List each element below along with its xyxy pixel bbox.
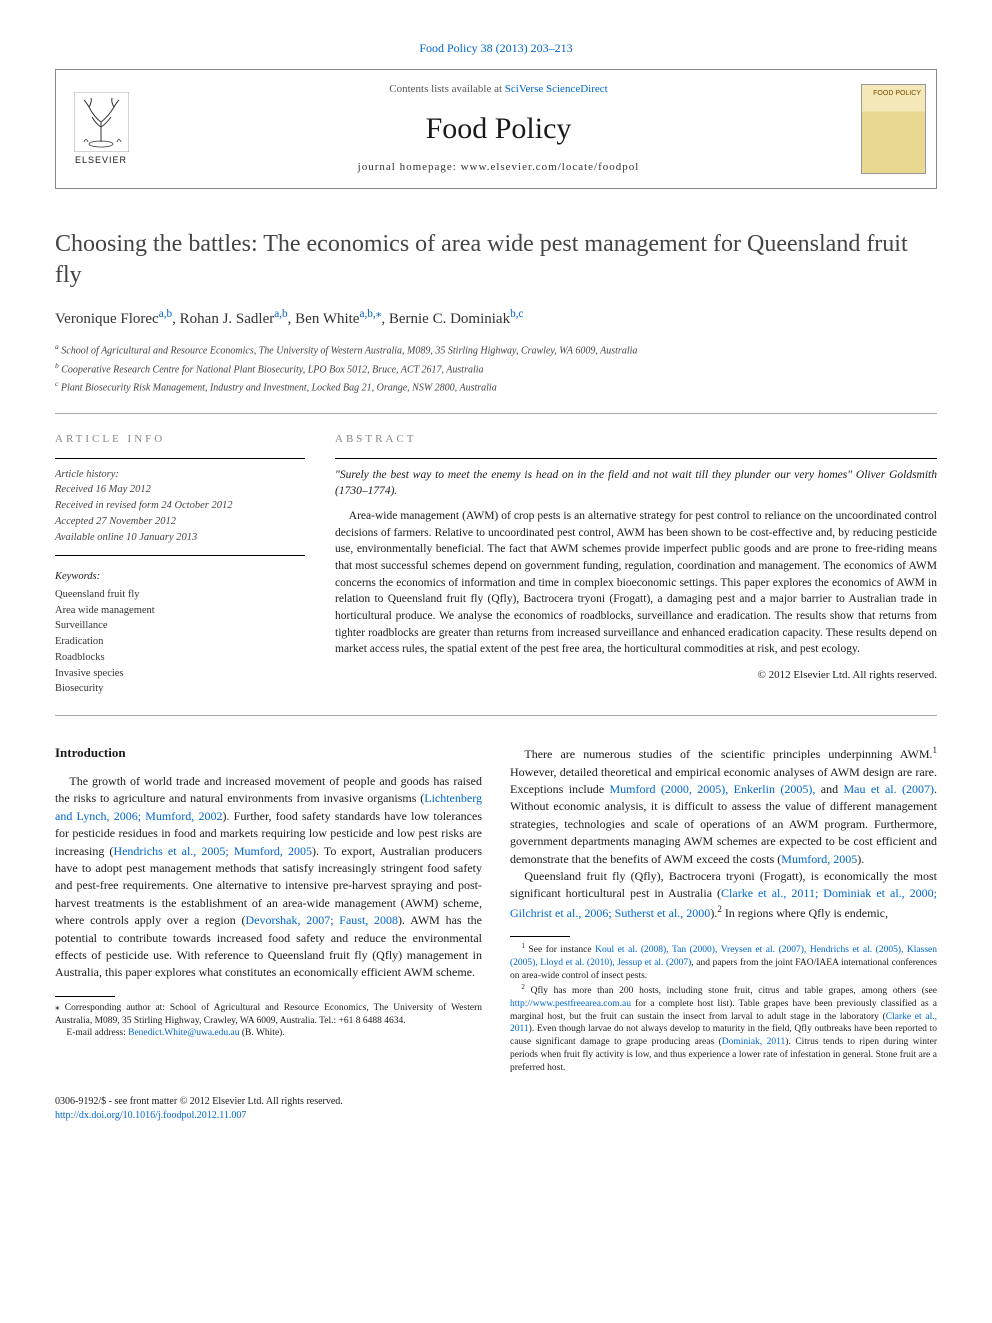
elsevier-tree-icon bbox=[74, 92, 129, 152]
author-affil-sup: b,c bbox=[510, 308, 523, 320]
contents-line: Contents lists available at SciVerse Sci… bbox=[389, 82, 607, 97]
author-name: Veronique Florec bbox=[55, 311, 159, 327]
author-name: Bernie C. Dominiak bbox=[389, 311, 510, 327]
body-columns: Introduction The growth of world trade a… bbox=[55, 744, 937, 1074]
author-affil-sup: a,b bbox=[159, 308, 172, 320]
elsevier-logo: ELSEVIER bbox=[56, 70, 146, 188]
intro-para-1: The growth of world trade and increased … bbox=[55, 773, 482, 982]
keyword: Biosecurity bbox=[55, 681, 305, 697]
author-affil-sup: a,b,⁎ bbox=[359, 308, 381, 320]
intro-heading: Introduction bbox=[55, 744, 482, 763]
keyword: Surveillance bbox=[55, 618, 305, 634]
keywords-label: Keywords: bbox=[55, 570, 305, 585]
affiliation-b: b Cooperative Research Centre for Nation… bbox=[55, 361, 937, 377]
doi-link[interactable]: http://dx.doi.org/10.1016/j.foodpol.2012… bbox=[55, 1110, 246, 1121]
history-accepted: Accepted 27 November 2012 bbox=[55, 514, 305, 530]
citation-link[interactable]: Devorshak, 2007; Faust, 2008 bbox=[245, 913, 398, 927]
keyword: Queensland fruit fly bbox=[55, 587, 305, 603]
abstract-body: Area-wide management (AWM) of crop pests… bbox=[335, 508, 937, 658]
author-name: Rohan J. Sadler bbox=[180, 311, 275, 327]
citation-link[interactable]: Hendrichs et al., 2005; Mumford, 2005 bbox=[113, 844, 312, 858]
abstract-quote: "Surely the best way to meet the enemy i… bbox=[335, 467, 937, 500]
author-2: Rohan J. Sadlera,b bbox=[180, 311, 288, 327]
footnote-marker-1[interactable]: 1 bbox=[933, 745, 938, 755]
footnote-rule-right bbox=[510, 936, 570, 937]
email-footnote: E-mail address: Benedict.White@uwa.edu.a… bbox=[55, 1027, 482, 1040]
footnote-rule-left bbox=[55, 996, 115, 997]
author-4: Bernie C. Dominiakb,c bbox=[389, 311, 524, 327]
page-footer: 0306-9192/$ - see front matter © 2012 El… bbox=[55, 1095, 937, 1123]
authors-list: Veronique Floreca,b, Rohan J. Sadlera,b,… bbox=[55, 307, 937, 330]
cover-image: FOOD POLICY bbox=[861, 84, 926, 174]
abstract-label: ABSTRACT bbox=[335, 432, 937, 447]
author-name: Ben White bbox=[295, 311, 359, 327]
citation-link[interactable]: Mau et al. (2007) bbox=[844, 782, 935, 796]
footnote-1: 1 See for instance Koul et al. (2008), T… bbox=[510, 942, 937, 983]
abstract-column: ABSTRACT "Surely the best way to meet th… bbox=[335, 432, 937, 697]
history-label: Article history: bbox=[55, 467, 305, 483]
journal-name: Food Policy bbox=[426, 108, 572, 150]
intro-para-2: There are numerous studies of the scient… bbox=[510, 744, 937, 868]
cover-thumbnail: FOOD POLICY bbox=[851, 70, 936, 188]
journal-header: ELSEVIER Contents lists available at Sci… bbox=[55, 69, 937, 189]
citation-link[interactable]: Mumford, 2005 bbox=[781, 852, 857, 866]
contents-prefix: Contents lists available at bbox=[389, 83, 504, 95]
email-link[interactable]: Benedict.White@uwa.edu.au bbox=[128, 1028, 239, 1038]
keyword: Eradication bbox=[55, 634, 305, 650]
affiliation-a: a School of Agricultural and Resource Ec… bbox=[55, 342, 937, 358]
author-1: Veronique Floreca,b bbox=[55, 311, 172, 327]
elsevier-text: ELSEVIER bbox=[75, 154, 127, 167]
article-info-column: ARTICLE INFO Article history: Received 1… bbox=[55, 432, 305, 697]
corresponding-marker[interactable]: ⁎ bbox=[376, 308, 382, 320]
corresponding-footnote: ⁎ Corresponding author at: School of Agr… bbox=[55, 1002, 482, 1028]
history-received: Received 16 May 2012 bbox=[55, 482, 305, 498]
intro-para-3: Queensland fruit fly (Qfly), Bactrocera … bbox=[510, 868, 937, 922]
citation-link[interactable]: Mumford (2000, 2005), Enkerlin (2005), bbox=[609, 782, 820, 796]
abstract-copyright: © 2012 Elsevier Ltd. All rights reserved… bbox=[335, 668, 937, 683]
keyword: Invasive species bbox=[55, 666, 305, 682]
top-citation: Food Policy 38 (2013) 203–213 bbox=[55, 40, 937, 57]
header-center: Contents lists available at SciVerse Sci… bbox=[146, 70, 851, 188]
cover-title: FOOD POLICY bbox=[873, 89, 921, 99]
article-title: Choosing the battles: The economics of a… bbox=[55, 229, 937, 291]
citation-link[interactable]: Dominiak, 2011 bbox=[722, 1037, 786, 1047]
keyword: Area wide management bbox=[55, 603, 305, 619]
author-affil-sup: a,b bbox=[274, 308, 287, 320]
citation-link[interactable]: Food Policy 38 (2013) 203–213 bbox=[419, 41, 572, 55]
footer-issn: 0306-9192/$ - see front matter © 2012 El… bbox=[55, 1095, 343, 1109]
keyword: Roadblocks bbox=[55, 650, 305, 666]
url-link[interactable]: http://www.pestfreearea.com.au bbox=[510, 999, 631, 1009]
keywords-list: Queensland fruit fly Area wide managemen… bbox=[55, 587, 305, 697]
affiliation-c: c Plant Biosecurity Risk Management, Ind… bbox=[55, 379, 937, 395]
homepage-line: journal homepage: www.elsevier.com/locat… bbox=[358, 160, 640, 175]
sciencedirect-link[interactable]: SciVerse ScienceDirect bbox=[505, 83, 608, 95]
article-history: Article history: Received 16 May 2012 Re… bbox=[55, 467, 305, 546]
history-online: Available online 10 January 2013 bbox=[55, 530, 305, 546]
history-revised: Received in revised form 24 October 2012 bbox=[55, 498, 305, 514]
footnote-2: 2 Qfly has more than 200 hosts, includin… bbox=[510, 983, 937, 1075]
author-3: Ben Whitea,b,⁎ bbox=[295, 311, 381, 327]
abstract-text: "Surely the best way to meet the enemy i… bbox=[335, 467, 937, 658]
article-info-label: ARTICLE INFO bbox=[55, 432, 305, 447]
